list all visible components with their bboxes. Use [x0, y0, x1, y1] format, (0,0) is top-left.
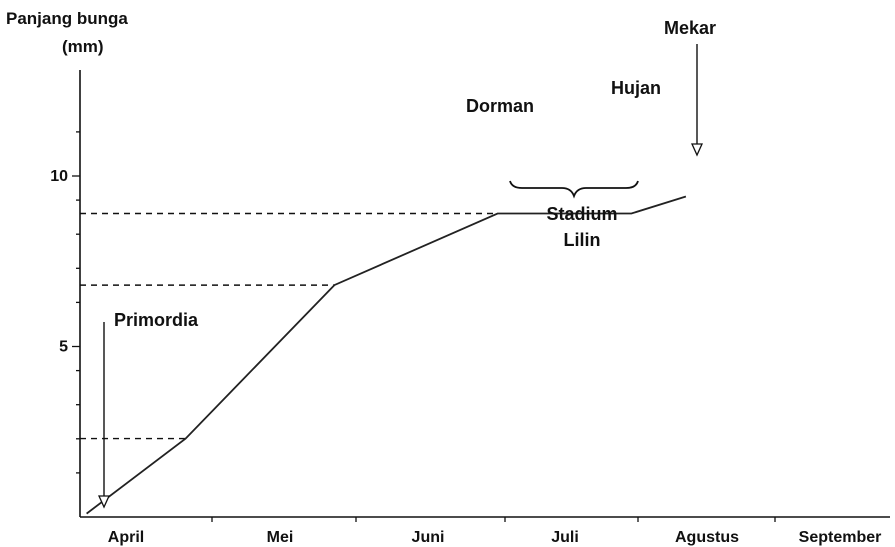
- annotation-mekar: Mekar: [664, 18, 716, 157]
- x-tick-label-5: September: [799, 529, 882, 546]
- reference-lines: [80, 212, 498, 440]
- x-tick-label-4: Agustus: [675, 529, 739, 546]
- y-tick-label-5: 5: [59, 339, 68, 356]
- y-axis-title-line1: Panjang bunga: [6, 9, 128, 28]
- stadium-label-line1: Stadium: [546, 204, 617, 224]
- y-axis-title-line2: (mm): [62, 37, 104, 56]
- y-ticks: 5 10: [50, 131, 80, 474]
- x-tick-label-3: Juli: [551, 529, 579, 546]
- primordia-label: Primordia: [114, 310, 199, 330]
- hujan-label: Hujan: [611, 78, 661, 98]
- stadium-brace: [509, 180, 639, 199]
- y-tick-label-10: 10: [50, 168, 68, 185]
- stadium-label-line2: Lilin: [564, 230, 601, 250]
- dorman-label: Dorman: [466, 96, 534, 116]
- mekar-arrow-head: [690, 143, 704, 157]
- growth-series: [86, 195, 687, 515]
- x-tick-label-0: April: [108, 529, 144, 546]
- mekar-label: Mekar: [664, 18, 716, 38]
- annotation-stadium-lilin: Stadium Lilin: [509, 180, 639, 250]
- primordia-arrow-head: [97, 495, 111, 509]
- annotation-primordia: Primordia: [97, 310, 199, 509]
- x-tick-label-1: Mei: [267, 529, 294, 546]
- x-tick-label-2: Juni: [412, 529, 445, 546]
- growth-line: [86, 195, 687, 515]
- x-ticks: April Mei Juni Juli Agustus September: [108, 517, 882, 546]
